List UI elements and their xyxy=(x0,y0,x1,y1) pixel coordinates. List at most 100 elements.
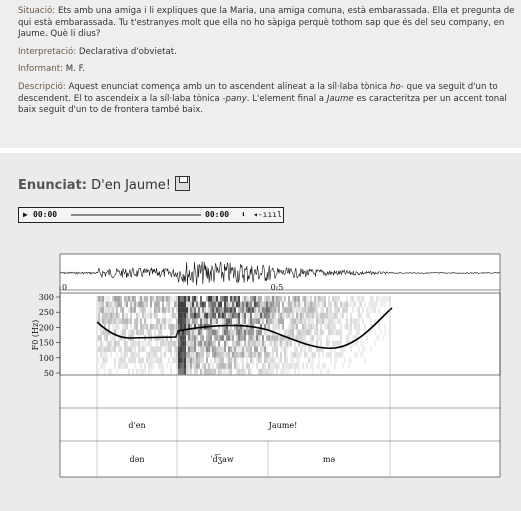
spectrogram-cell xyxy=(332,312,334,319)
spectrogram-cell xyxy=(272,307,274,313)
spectrogram-cell xyxy=(298,335,300,341)
spectrogram-cell xyxy=(144,368,146,375)
spectrogram-cell xyxy=(214,329,216,336)
spectrogram-cell xyxy=(378,335,380,341)
volume-control[interactable]: ◂-ıııl xyxy=(253,210,282,219)
utterance-heading: Enunciat: D'en Jaume! xyxy=(18,176,191,193)
spectrogram-cell xyxy=(196,346,198,352)
spectrogram-cell xyxy=(290,324,292,330)
spectrogram-cell xyxy=(248,301,250,308)
spectrogram-cell xyxy=(154,312,156,319)
spectrogram-cell xyxy=(344,324,346,330)
spectrogram-cell xyxy=(286,346,288,352)
spectrogram-cell xyxy=(264,346,266,352)
spectrogram-cell xyxy=(222,352,224,358)
spectrogram-cell xyxy=(124,324,126,330)
spectrogram-cell xyxy=(306,312,308,319)
spectrogram-cell xyxy=(242,324,244,330)
spectrogram-cell xyxy=(114,324,116,330)
spectrogram-cell xyxy=(256,312,258,319)
spectrogram-cell xyxy=(106,335,108,341)
spectrogram-cell xyxy=(130,346,132,352)
spectrogram-cell xyxy=(128,329,130,336)
download-button[interactable]: ⬇ xyxy=(241,210,246,219)
audio-player[interactable]: ▶ 00:00 00:00 ⬇ ◂-ıııl xyxy=(18,207,284,223)
play-button[interactable]: ▶ xyxy=(23,210,28,219)
spectrogram-cell xyxy=(160,352,162,358)
spectrogram-cell xyxy=(238,324,240,330)
spectrogram-cell xyxy=(244,318,246,324)
spectrogram-cell xyxy=(264,301,266,308)
spectrogram-cell xyxy=(312,318,314,324)
spectrogram-cell xyxy=(370,318,372,324)
spectrogram-cell xyxy=(202,340,204,347)
spectrogram-cell xyxy=(286,363,288,369)
spectrogram-cell xyxy=(148,307,150,313)
spectrogram-cell xyxy=(292,312,294,319)
spectrogram-cell xyxy=(196,318,198,324)
spectrogram-cell xyxy=(178,329,180,336)
spectrogram-cell xyxy=(110,352,112,358)
spectrogram-cell xyxy=(192,301,194,308)
spectrogram-cell xyxy=(106,296,108,302)
f0-contour xyxy=(96,307,393,350)
spectrogram-cell xyxy=(330,329,332,336)
spectrogram-cell xyxy=(230,357,232,364)
spectrogram-cell xyxy=(270,312,272,319)
spectrogram-cell xyxy=(320,335,322,341)
tier-label: ˈd͡ʒaw xyxy=(210,455,234,464)
spectrogram-cell xyxy=(294,296,296,302)
spectrogram-cell xyxy=(188,296,190,302)
spectrogram-cell xyxy=(282,312,284,319)
spectrogram-cell xyxy=(196,352,198,358)
spectrogram-cell xyxy=(280,318,282,324)
spectrogram-cell xyxy=(186,307,188,313)
spectrogram-cell xyxy=(178,301,180,308)
spectrogram-cell xyxy=(108,296,110,302)
spectrogram-cell xyxy=(268,357,270,364)
spectrogram-cell xyxy=(310,318,312,324)
spectrogram-cell xyxy=(358,318,360,324)
spectrogram-cell xyxy=(384,296,386,302)
spectrogram-cell xyxy=(168,324,170,330)
spectrogram-cell xyxy=(130,324,132,330)
spectrogram-cell xyxy=(296,346,298,352)
spectrogram-cell xyxy=(250,346,252,352)
spectrogram-cell xyxy=(260,301,262,308)
spectrogram-cell xyxy=(260,318,262,324)
spectrogram-cell xyxy=(118,318,120,324)
spectrogram-cell xyxy=(106,312,108,319)
spectrogram-cell xyxy=(358,346,360,352)
spectrogram-cell xyxy=(246,301,248,308)
spectrogram-cell xyxy=(246,346,248,352)
spectrogram-cell xyxy=(386,296,388,302)
spectrogram-cell xyxy=(184,340,186,347)
spectrogram-cell xyxy=(124,296,126,302)
spectrogram-cell xyxy=(292,307,294,313)
spectrogram-cell xyxy=(228,357,230,364)
spectrogram-cell xyxy=(254,296,256,302)
save-icon[interactable] xyxy=(175,176,191,191)
spectrogram-cell xyxy=(180,324,182,330)
spectrogram-cell xyxy=(224,296,226,302)
spectrogram-cell xyxy=(248,368,250,375)
progress-track[interactable] xyxy=(71,214,201,216)
spectrogram-cell xyxy=(340,335,342,341)
spectrogram-cell xyxy=(332,324,334,330)
spectrogram-cell xyxy=(334,296,336,302)
spectrogram-cell xyxy=(334,318,336,324)
spectrogram-cell xyxy=(272,324,274,330)
spectrogram-cell xyxy=(334,346,336,352)
spectrogram-cell xyxy=(252,363,254,369)
spectrogram-cell xyxy=(226,363,228,369)
utterance-text: D'en Jaume! xyxy=(91,178,172,193)
spectrogram-cell xyxy=(274,318,276,324)
spectrogram-cell xyxy=(342,346,344,352)
spectrogram-cell xyxy=(292,296,294,302)
spectrogram-cell xyxy=(116,340,118,347)
spectrogram-cell xyxy=(328,368,330,375)
spectrogram-cell xyxy=(340,329,342,336)
spectrogram-cell xyxy=(198,352,200,358)
spectrogram-cell xyxy=(184,368,186,375)
spectrogram-cell xyxy=(320,340,322,347)
